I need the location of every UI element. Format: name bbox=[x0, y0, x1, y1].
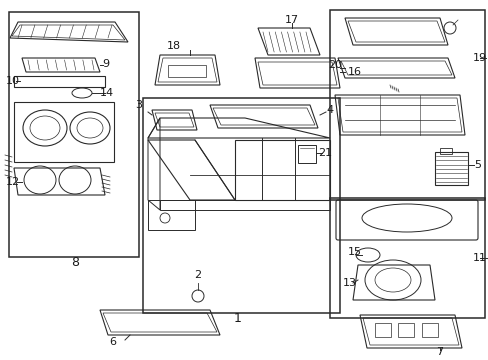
Text: 19: 19 bbox=[472, 53, 486, 63]
Text: 18: 18 bbox=[166, 41, 181, 51]
Text: 8: 8 bbox=[71, 256, 79, 269]
Text: 15: 15 bbox=[347, 247, 361, 257]
Bar bbox=[374, 323, 390, 337]
Bar bbox=[9, 12, 139, 257]
Text: 7: 7 bbox=[436, 347, 443, 357]
Text: 14: 14 bbox=[100, 88, 114, 98]
Text: 21: 21 bbox=[317, 148, 331, 158]
Text: 10: 10 bbox=[6, 76, 20, 86]
Text: 12: 12 bbox=[6, 177, 20, 187]
Bar bbox=[421, 323, 437, 337]
Text: 11: 11 bbox=[472, 253, 486, 263]
Text: 16: 16 bbox=[347, 67, 361, 77]
Text: 5: 5 bbox=[473, 160, 481, 170]
Bar bbox=[297, 145, 315, 163]
Text: 13: 13 bbox=[342, 278, 356, 288]
Bar bbox=[397, 323, 413, 337]
Text: 2: 2 bbox=[194, 270, 201, 280]
Text: 1: 1 bbox=[234, 311, 242, 324]
Bar bbox=[329, 198, 484, 318]
Bar bbox=[14, 102, 114, 162]
Text: 6: 6 bbox=[109, 337, 116, 347]
Text: 9: 9 bbox=[102, 59, 109, 69]
Bar bbox=[142, 98, 339, 313]
Text: 17: 17 bbox=[285, 15, 299, 25]
Bar bbox=[168, 65, 205, 77]
Bar bbox=[329, 10, 484, 200]
Text: 4: 4 bbox=[326, 105, 333, 115]
Text: 20: 20 bbox=[327, 60, 342, 70]
Text: 3: 3 bbox=[135, 100, 142, 110]
